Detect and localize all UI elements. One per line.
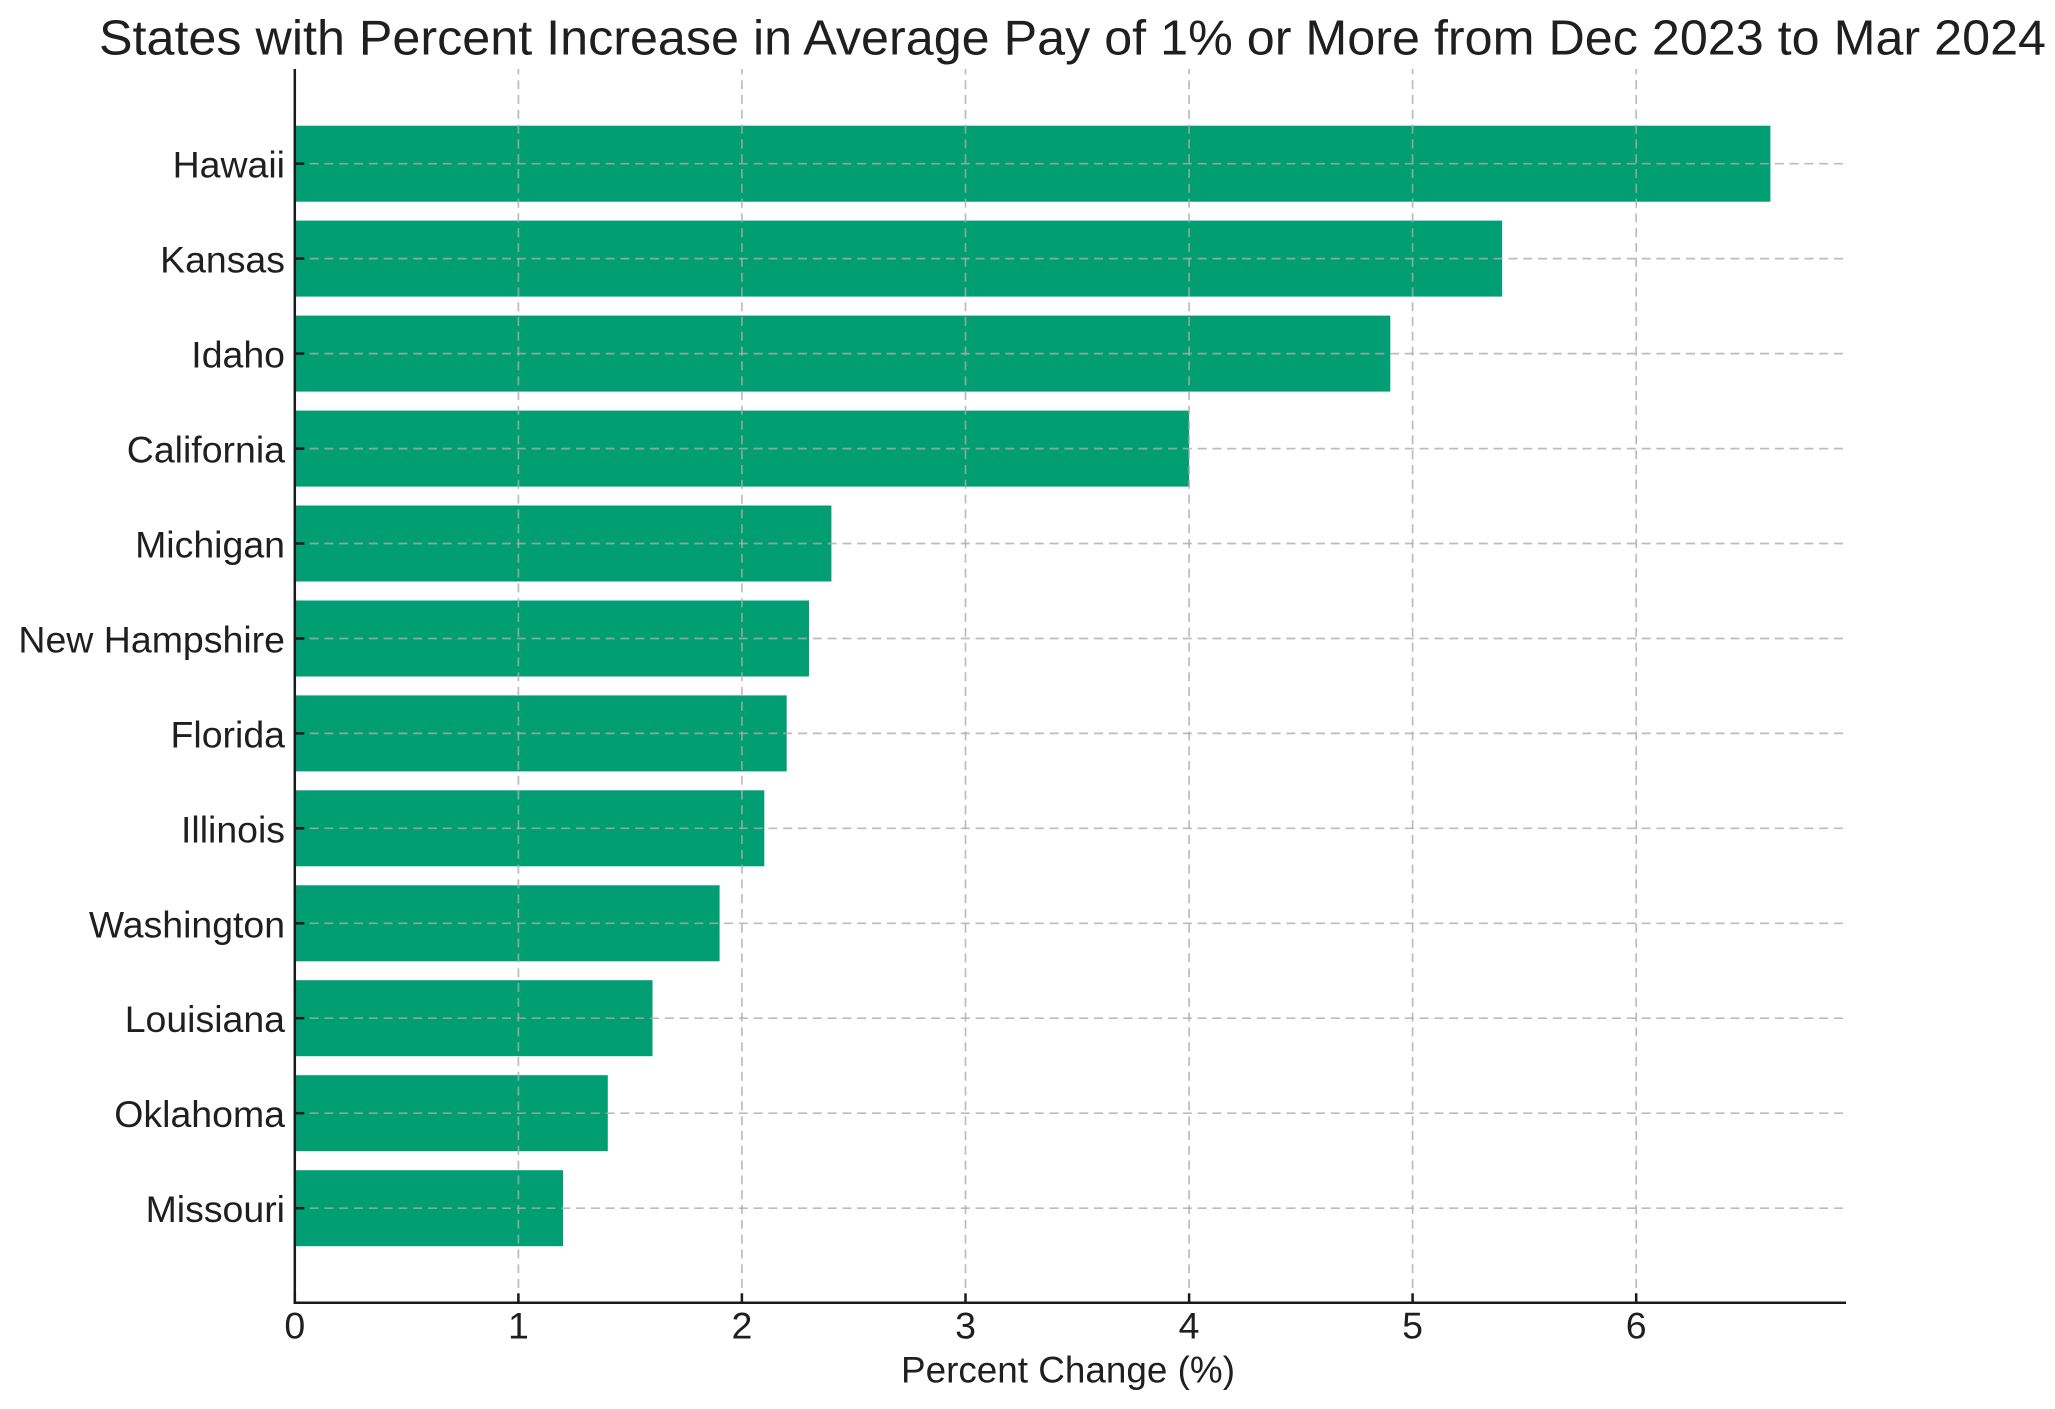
svg-text:California: California [127, 429, 285, 471]
svg-text:Michigan: Michigan [135, 524, 285, 566]
svg-text:Washington: Washington [89, 903, 285, 945]
svg-text:0: 0 [284, 1305, 305, 1347]
svg-text:3: 3 [955, 1305, 976, 1347]
svg-text:Louisiana: Louisiana [125, 998, 285, 1040]
svg-text:Missouri: Missouri [146, 1188, 285, 1230]
svg-text:5: 5 [1402, 1305, 1423, 1347]
svg-text:1: 1 [508, 1305, 529, 1347]
svg-text:Idaho: Idaho [191, 334, 285, 376]
svg-text:6: 6 [1626, 1305, 1647, 1347]
svg-text:States with Percent Increase i: States with Percent Increase in Average … [99, 12, 2046, 66]
svg-text:Kansas: Kansas [160, 239, 285, 281]
svg-text:Percent Change (%): Percent Change (%) [901, 1349, 1235, 1391]
svg-text:4: 4 [1179, 1305, 1200, 1347]
svg-text:Hawaii: Hawaii [173, 144, 285, 186]
svg-text:New Hampshire: New Hampshire [18, 619, 285, 661]
svg-text:Oklahoma: Oklahoma [114, 1093, 285, 1135]
svg-text:Illinois: Illinois [181, 808, 285, 850]
svg-text:2: 2 [731, 1305, 752, 1347]
svg-text:Florida: Florida [171, 713, 286, 755]
